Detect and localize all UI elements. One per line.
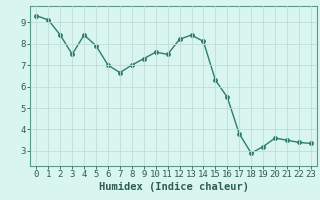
X-axis label: Humidex (Indice chaleur): Humidex (Indice chaleur) xyxy=(99,182,249,192)
